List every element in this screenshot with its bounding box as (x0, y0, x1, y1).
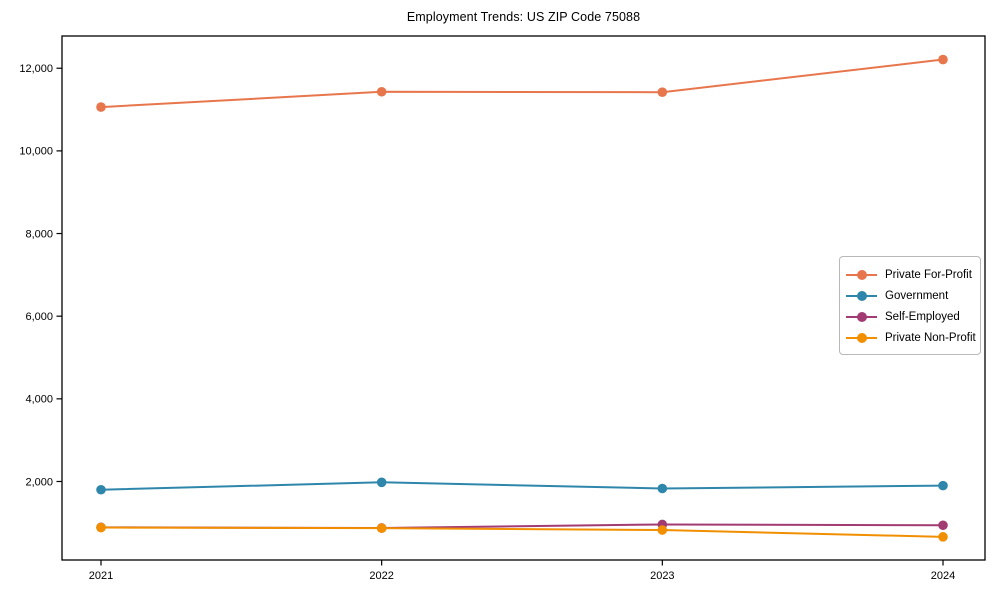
data-point (376, 523, 387, 533)
legend-label: Private For-Profit (885, 268, 972, 281)
legend-line-marker-icon (846, 269, 877, 280)
series-line-private-for-profit (100, 58, 944, 109)
series-line-government (100, 481, 944, 491)
series-line-private-non-profit (100, 526, 944, 538)
plot-border (61, 35, 986, 561)
legend-label: Self-Employed (885, 310, 960, 323)
x-axis-tick-label: 2024 (931, 570, 955, 582)
data-point (938, 520, 948, 531)
x-axis-tick-label: 2023 (650, 570, 674, 582)
legend-item-private-for-profit: Private For-Profit (846, 264, 972, 285)
data-point (376, 477, 387, 488)
y-axis-tick-label: 2,000 (25, 476, 53, 488)
data-point (96, 484, 106, 495)
chart-title: Employment Trends: US ZIP Code 75088 (406, 10, 641, 24)
legend-item-private-non-profit: Private Non-Profit (846, 327, 976, 348)
data-point (657, 483, 668, 494)
legend: Private For-Profit Government Self-Employe… (839, 256, 981, 355)
y-axis-tick-label: 10,000 (19, 146, 53, 158)
legend-line-marker-icon (846, 311, 877, 322)
legend-item-self-employed: Self-Employed (846, 306, 972, 327)
legend-line-marker-icon (846, 290, 877, 301)
data-point (938, 532, 948, 542)
legend-label: Private Non-Profit (885, 331, 976, 344)
legend-item-government: Government (846, 285, 972, 306)
data-point (96, 522, 106, 533)
y-axis-tick-label: 4,000 (25, 394, 53, 406)
legend-label: Government (885, 289, 949, 302)
x-axis-tick-label: 2021 (89, 570, 113, 582)
y-axis-tick-label: 12,000 (19, 63, 53, 75)
data-point (376, 86, 387, 97)
legend-line-marker-icon (846, 332, 877, 343)
y-axis-tick-label: 6,000 (25, 311, 53, 323)
data-point (657, 525, 668, 535)
data-point (96, 102, 106, 112)
data-point (657, 87, 668, 98)
y-axis-tick-label: 8,000 (25, 228, 53, 240)
data-point (938, 54, 948, 65)
data-point (938, 480, 948, 491)
x-axis-tick-label: 2022 (369, 570, 393, 582)
